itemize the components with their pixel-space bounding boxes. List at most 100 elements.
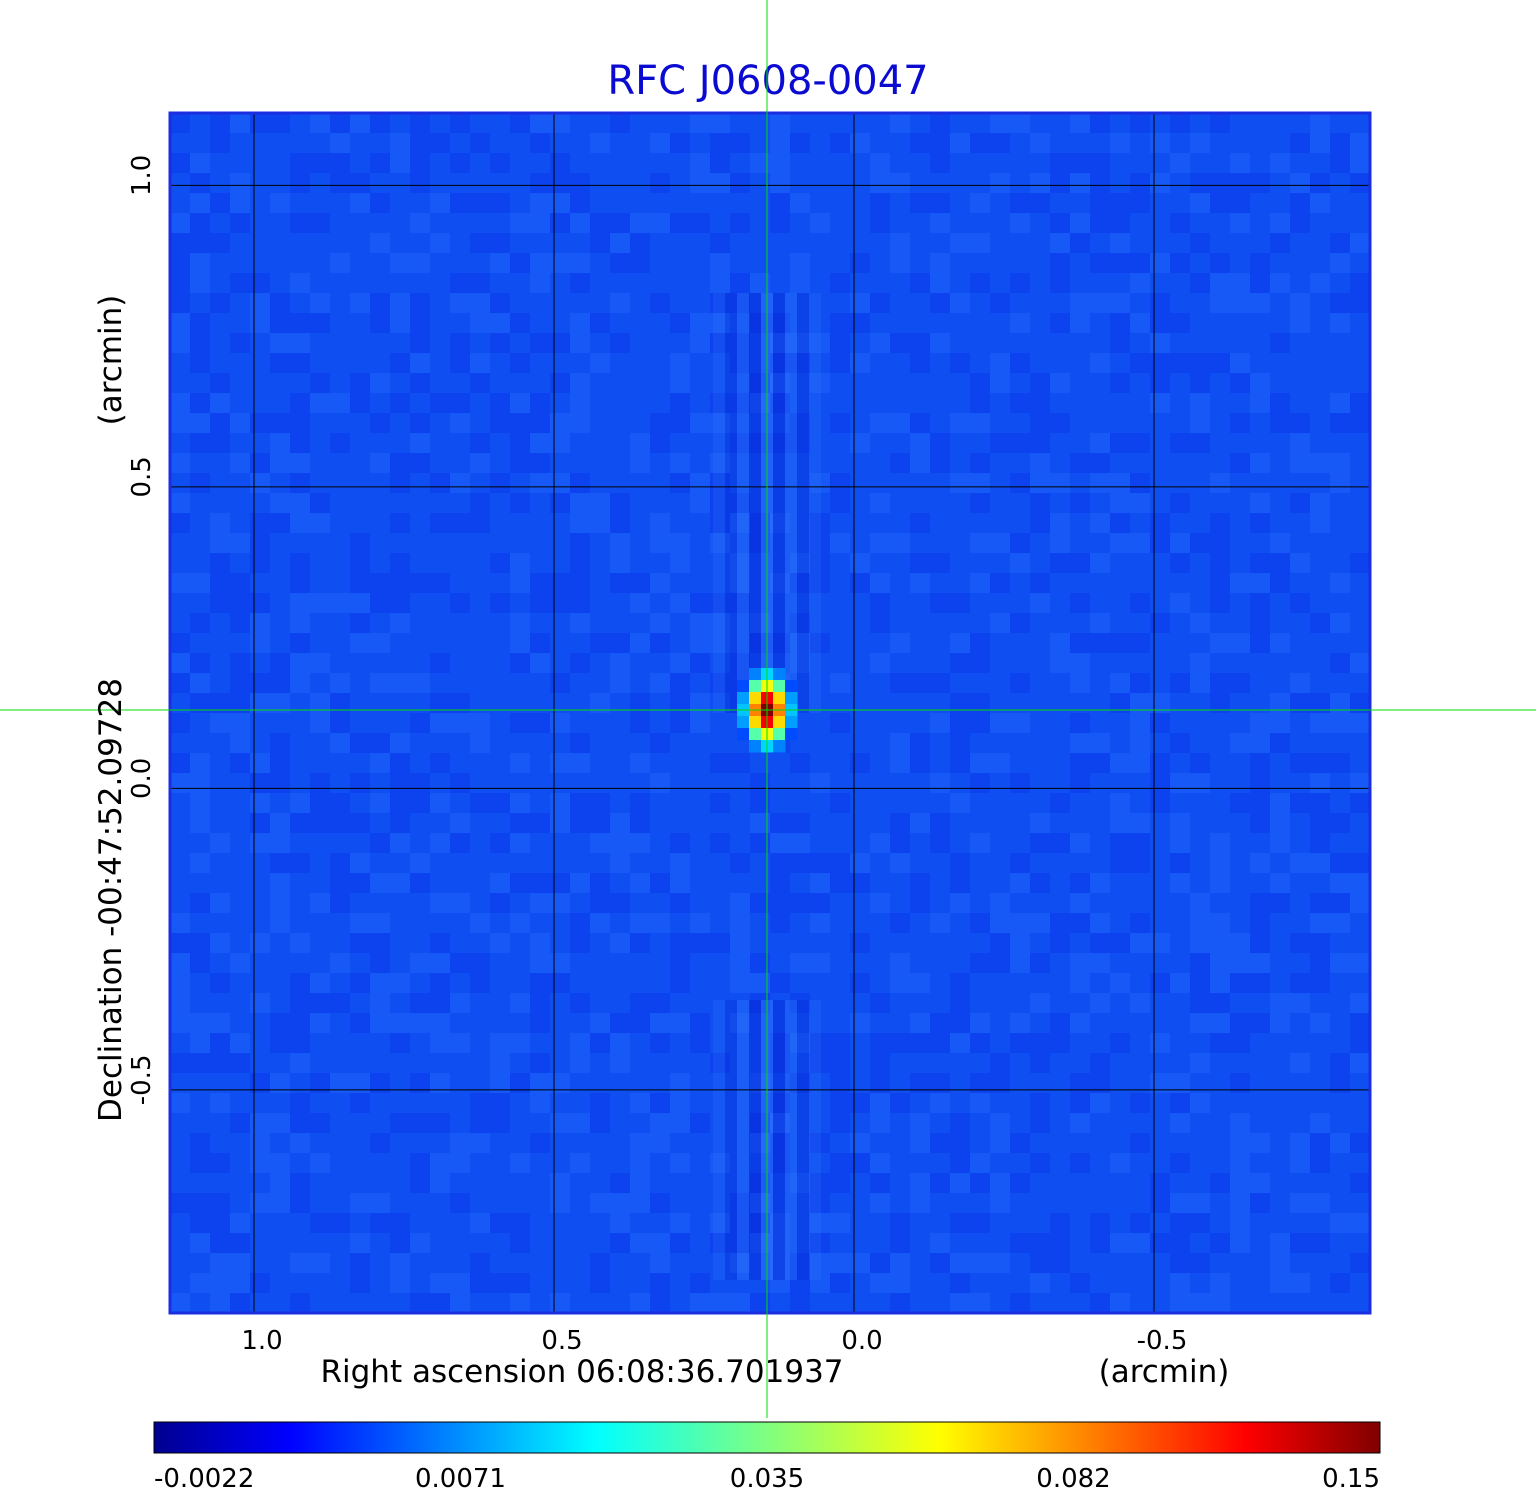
noise-cell (1250, 1173, 1270, 1193)
noise-cell (230, 1253, 250, 1273)
noise-cell (1070, 1093, 1090, 1113)
noise-cell (170, 753, 190, 773)
crosshair (0, 0, 1536, 1418)
noise-cell (790, 653, 810, 673)
noise-cell (1170, 433, 1190, 453)
noise-cell (890, 413, 910, 433)
noise-cell (950, 1153, 970, 1173)
noise-cell (1270, 553, 1290, 573)
noise-cell (610, 233, 630, 253)
noise-cell (1190, 1093, 1210, 1113)
noise-cell (610, 853, 630, 873)
noise-cell (1350, 713, 1370, 733)
source-pixel (749, 691, 762, 705)
noise-cell (570, 173, 590, 193)
noise-cell (630, 833, 650, 853)
noise-cell (1350, 173, 1370, 193)
noise-cell (550, 593, 570, 613)
noise-cell (790, 1073, 810, 1093)
noise-cell (170, 273, 190, 293)
noise-cell (1170, 1193, 1190, 1213)
noise-cell (610, 893, 630, 913)
noise-cell (210, 573, 230, 593)
noise-cell (1110, 493, 1130, 513)
noise-cell (1330, 693, 1350, 713)
noise-cell (210, 193, 230, 213)
noise-cell (1110, 813, 1130, 833)
noise-cell (1190, 393, 1210, 413)
noise-cell (510, 1153, 530, 1173)
noise-cell (1150, 393, 1170, 413)
noise-cell (170, 633, 190, 653)
noise-cell (670, 1213, 690, 1233)
noise-cell (890, 1253, 910, 1273)
noise-cell (1070, 1273, 1090, 1293)
noise-cell (870, 833, 890, 853)
noise-cell (410, 713, 430, 733)
noise-cell (390, 153, 410, 173)
noise-cell (430, 1273, 450, 1293)
noise-cell (1050, 1033, 1070, 1053)
noise-cell (390, 673, 410, 693)
noise-cell (770, 213, 790, 233)
noise-cell (310, 793, 330, 813)
noise-cell (450, 1133, 470, 1153)
noise-cell (830, 1093, 850, 1113)
noise-cell (1070, 633, 1090, 653)
noise-cell (510, 253, 530, 273)
noise-cell (1130, 353, 1150, 373)
noise-cell (330, 873, 350, 893)
noise-cell (1270, 833, 1290, 853)
noise-cell (990, 713, 1010, 733)
noise-cell (450, 993, 470, 1013)
noise-cell (750, 1233, 770, 1253)
noise-cell (950, 233, 970, 253)
noise-cell (1050, 173, 1070, 193)
noise-cell (1310, 713, 1330, 733)
noise-cell (650, 1193, 670, 1213)
noise-cell (550, 433, 570, 453)
x-axis-unit: (arcmin) (1099, 1354, 1230, 1390)
noise-cell (1090, 173, 1110, 193)
noise-cell (190, 1053, 210, 1073)
noise-cell (790, 1273, 810, 1293)
noise-cell (250, 673, 270, 693)
noise-cell (1190, 273, 1210, 293)
noise-cell (210, 973, 230, 993)
noise-cell (970, 693, 990, 713)
noise-cell (1350, 133, 1370, 153)
noise-cell (450, 1293, 470, 1313)
noise-cell (530, 633, 550, 653)
noise-cell (790, 953, 810, 973)
noise-cell (190, 1233, 210, 1253)
noise-cell (1290, 1273, 1310, 1293)
noise-cell (1010, 353, 1030, 373)
noise-cell (850, 573, 870, 593)
noise-cell (590, 1253, 610, 1273)
noise-cell (1150, 933, 1170, 953)
noise-cell (1170, 493, 1190, 513)
noise-cell (1330, 473, 1350, 493)
noise-cell (970, 273, 990, 293)
noise-cell (770, 573, 790, 593)
noise-cell (1230, 273, 1250, 293)
noise-cell (190, 673, 210, 693)
noise-cell (810, 1173, 830, 1193)
noise-cell (470, 433, 490, 453)
noise-cell (170, 653, 190, 673)
noise-cell (330, 593, 350, 613)
noise-cell (810, 573, 830, 593)
noise-cell (1350, 393, 1370, 413)
noise-cell (690, 313, 710, 333)
noise-cell (170, 973, 190, 993)
noise-cell (170, 513, 190, 533)
plot-area (170, 113, 1370, 1313)
noise-cell (290, 333, 310, 353)
noise-cell (1010, 953, 1030, 973)
noise-cell (1230, 793, 1250, 813)
noise-cell (570, 573, 590, 593)
noise-cell (1190, 133, 1210, 153)
noise-cell (210, 1233, 230, 1253)
noise-cell (770, 193, 790, 213)
noise-cell (290, 813, 310, 833)
